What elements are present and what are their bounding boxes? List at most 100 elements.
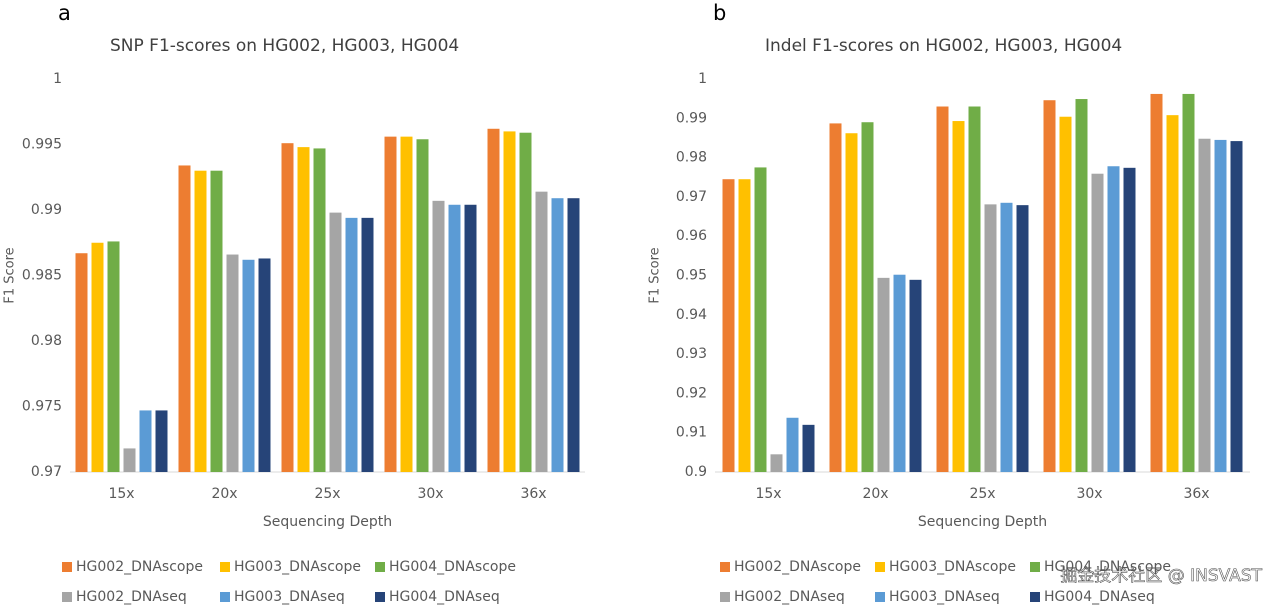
bar [178,165,191,472]
y-tick-label: 0.975 [22,399,62,415]
bar [936,106,949,472]
y-axis-label: F1 Score [648,247,663,303]
y-tick-label: 0.99 [31,202,62,218]
bar [802,424,815,472]
legend-label: HG002_DNAscope [734,559,861,575]
bar [786,417,799,472]
bar [1107,166,1120,472]
legend-swatch [62,562,72,572]
panel-label: a [58,1,71,25]
y-tick-label: 0.95 [676,268,707,284]
bar [242,259,255,472]
bar [1016,205,1029,472]
bar [464,204,477,472]
x-tick-label: 20x [862,486,888,502]
bar [567,198,580,472]
legend-label: HG002_DNAscope [76,559,203,575]
bar [1182,93,1195,473]
legend-label: HG004_DNAscope [389,559,516,575]
bar [909,279,922,472]
legend-swatch [1030,562,1040,572]
bar [1000,202,1013,473]
x-tick-label: 36x [1183,486,1209,502]
bar [1043,100,1056,473]
legend-label: HG003_DNAscope [234,559,361,575]
legend-swatch [720,562,730,572]
x-tick-label: 15x [755,486,781,502]
bar [194,170,207,472]
bar [297,147,310,472]
y-tick-label: 1 [698,71,707,87]
legend-label: HG003_DNAscope [889,559,1016,575]
bar [432,200,445,472]
bar [1150,93,1163,473]
y-tick-label: 0.985 [22,268,62,284]
bar [845,133,858,472]
y-tick-label: 0.91 [676,425,707,441]
y-tick-label: 0.93 [676,346,707,362]
bar [503,131,516,472]
y-axis-label: F1 Score [3,247,18,303]
y-tick-label: 0.97 [676,189,707,205]
x-axis-label: Sequencing Depth [263,514,392,530]
chart-title: SNP F1-scores on HG002, HG003, HG004 [110,36,459,56]
bar [139,410,152,472]
legend-swatch [720,592,730,602]
y-tick-label: 1 [53,71,62,87]
bar [361,217,374,472]
legend-swatch [875,592,885,602]
bar [1059,116,1072,472]
legend-swatch [875,562,885,572]
bar [722,179,735,472]
y-tick-label: 0.96 [676,228,707,244]
legend-label: HG003_DNAseq [889,589,1000,605]
bar [210,170,223,472]
bar [313,148,326,472]
watermark: 掘金技术社区 @ INSVAST [1060,566,1262,586]
bar [519,132,532,472]
bar [754,167,767,473]
y-tick-label: 0.99 [676,110,707,126]
y-tick-label: 0.995 [22,137,62,153]
bar [984,204,997,472]
x-tick-label: 25x [969,486,995,502]
bar [448,204,461,472]
bar [400,136,413,472]
bar [384,136,397,472]
bar [329,212,342,472]
bar [258,258,271,472]
bar [487,128,500,472]
bar [968,106,981,472]
bar [1214,139,1227,473]
bar [226,254,239,472]
bar [123,448,136,472]
y-tick-label: 0.92 [676,385,707,401]
x-tick-label: 30x [1076,486,1102,502]
legend-swatch [220,562,230,572]
x-tick-label: 36x [520,486,546,502]
bar [738,179,751,472]
legend-label: HG003_DNAseq [234,589,345,605]
bar [1166,115,1179,472]
chart-title: Indel F1-scores on HG002, HG003, HG004 [765,36,1122,56]
legend-label: HG004_DNAscope [1044,559,1171,575]
legend-swatch [1030,592,1040,602]
x-tick-label: 30x [417,486,443,502]
x-tick-label: 25x [314,486,340,502]
bar [1123,167,1136,472]
legend-swatch [220,592,230,602]
bar [877,277,890,472]
legend-label: HG002_DNAseq [76,589,187,605]
bar [1091,173,1104,472]
bar [770,454,783,472]
x-tick-label: 20x [211,486,237,502]
panel-label: b [713,1,726,25]
y-tick-label: 0.94 [676,307,707,323]
legend-swatch [62,592,72,602]
legend-swatch [375,592,385,602]
legend-swatch [375,562,385,572]
y-tick-label: 0.97 [31,464,62,480]
y-tick-label: 0.98 [676,150,707,166]
bar [535,191,548,472]
